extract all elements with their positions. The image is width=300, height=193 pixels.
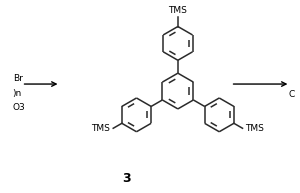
- Text: )n: )n: [13, 89, 22, 98]
- Text: 3: 3: [122, 172, 130, 185]
- Text: Br: Br: [13, 74, 22, 83]
- Text: TMS: TMS: [168, 6, 187, 15]
- Text: C: C: [289, 90, 295, 99]
- Text: TMS: TMS: [92, 124, 110, 133]
- Text: O3: O3: [13, 103, 26, 113]
- Text: TMS: TMS: [245, 124, 264, 133]
